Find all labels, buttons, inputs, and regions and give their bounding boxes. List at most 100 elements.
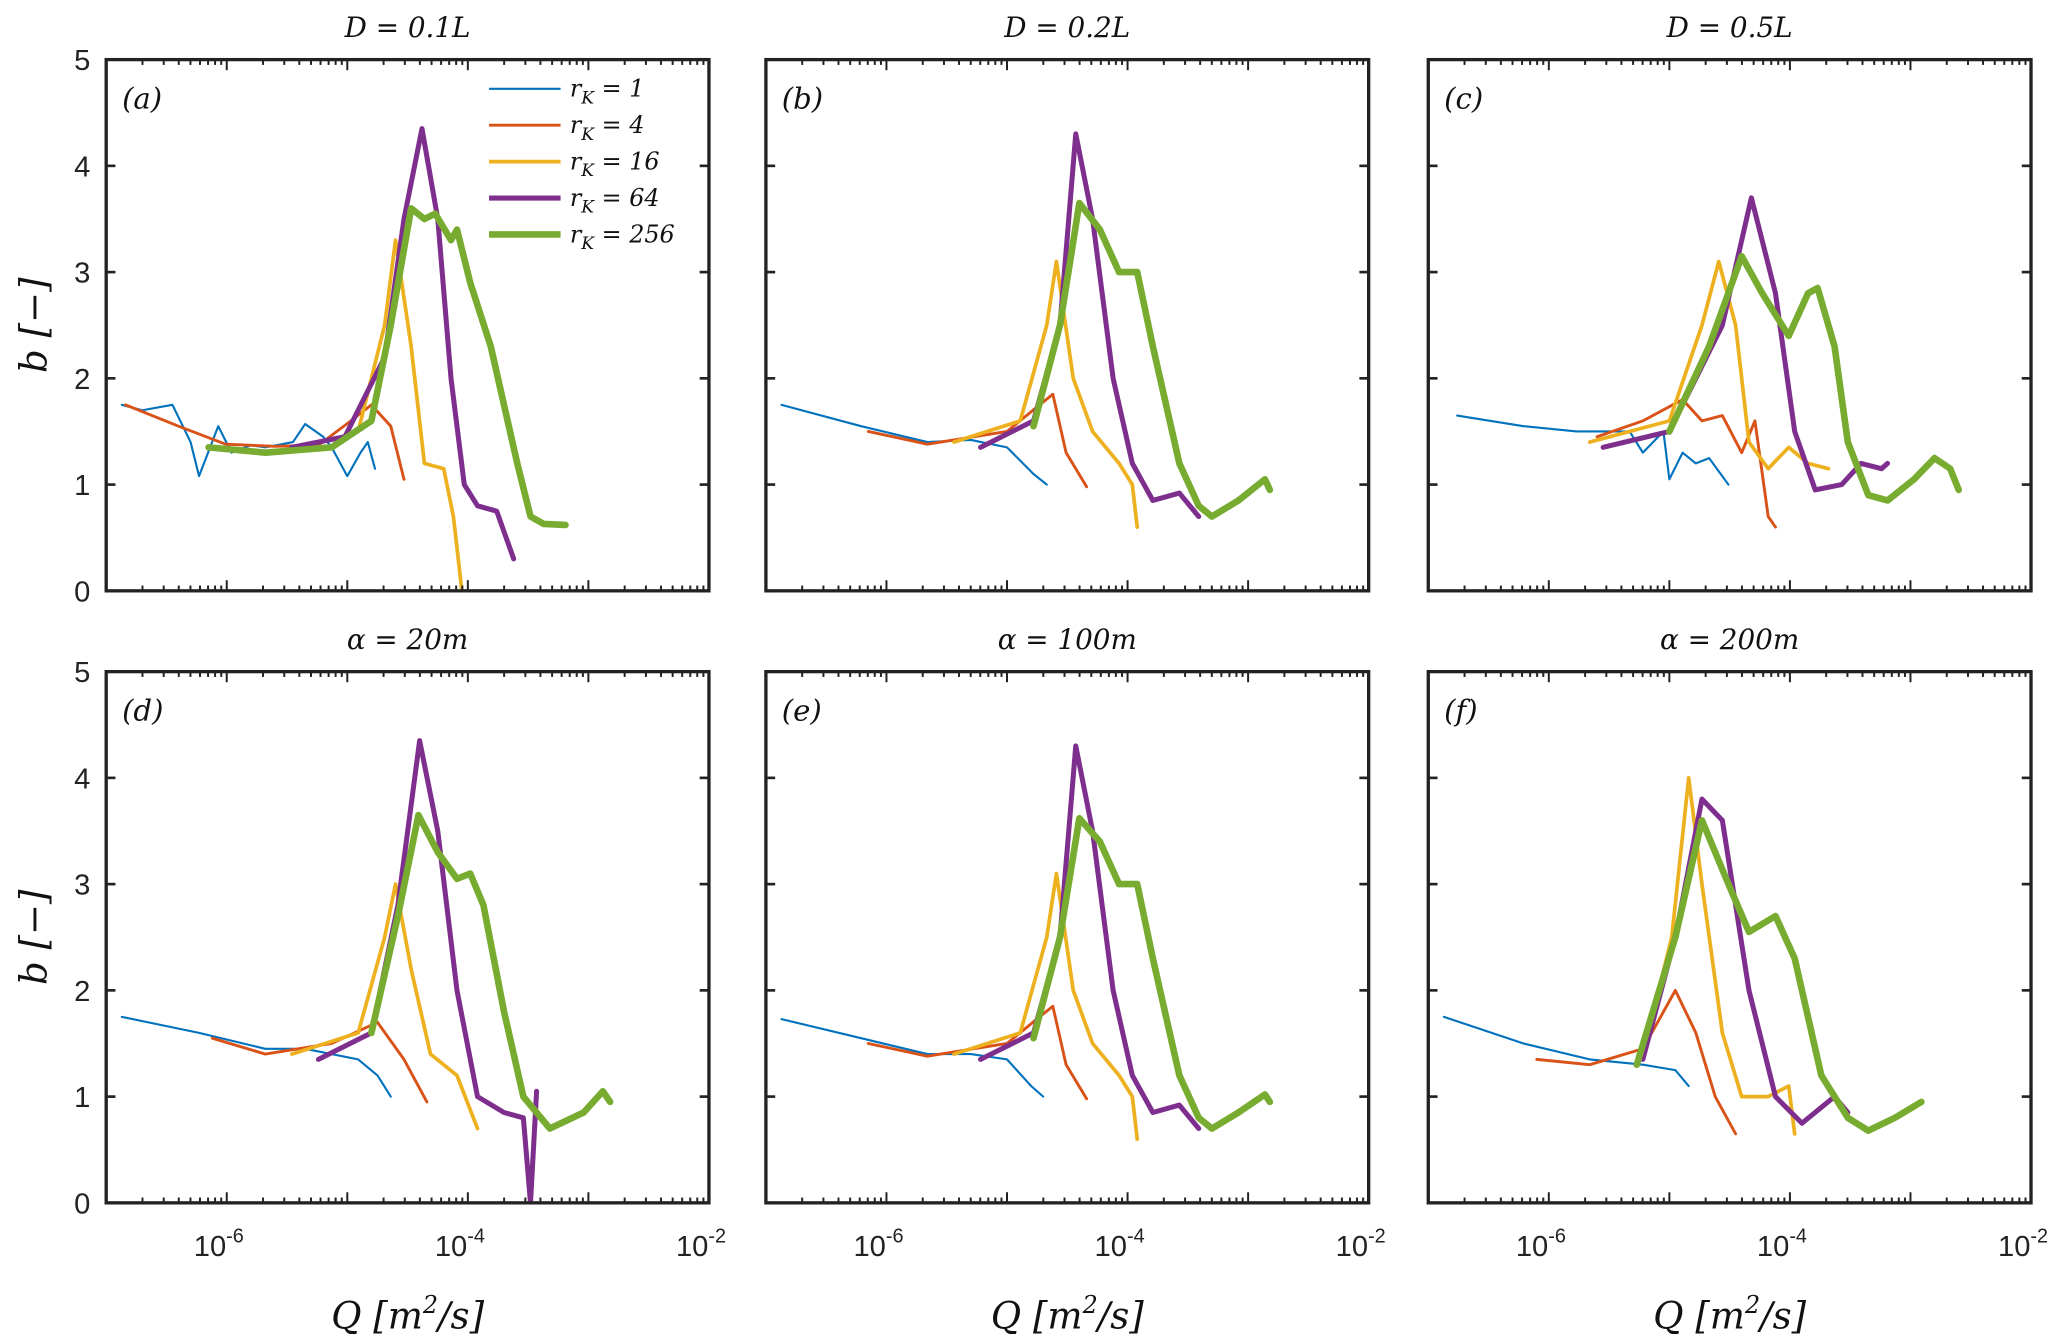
legend-symbol: r bbox=[570, 184, 583, 212]
panel-label: (a) bbox=[122, 82, 162, 116]
y-axis-label: b [−] bbox=[13, 277, 56, 373]
legend-symbol: r bbox=[570, 75, 583, 103]
panel-title: α = 200m bbox=[1660, 623, 1799, 656]
x-tick-exponent: -4 bbox=[467, 1226, 485, 1248]
x-tick-exponent: -2 bbox=[2030, 1226, 2048, 1248]
legend-value: = 16 bbox=[594, 148, 659, 176]
axes-box bbox=[104, 57, 711, 593]
series-line-rk-16 bbox=[1641, 776, 1797, 1136]
x-label-sup: 2 bbox=[1082, 1291, 1098, 1319]
legend-subscript: K bbox=[580, 198, 595, 218]
panel-b: D = 0.2L (b) bbox=[764, 11, 1371, 593]
series-line-rk-4 bbox=[210, 1020, 429, 1104]
legend-subscript: K bbox=[580, 234, 595, 254]
panel-title: α = 20m bbox=[347, 623, 468, 656]
series-line-rk-256 bbox=[205, 205, 569, 529]
panel-title: D = 0.5L bbox=[1666, 11, 1793, 44]
series-line-rk-4 bbox=[1535, 988, 1738, 1136]
x-tick-label: 10-4 bbox=[1757, 1226, 1807, 1263]
x-tick-base: 10 bbox=[194, 1231, 226, 1263]
series-line-rk-256 bbox=[1030, 199, 1274, 520]
legend-subscript: K bbox=[580, 88, 595, 108]
x-axis-label: Q [m2/s] bbox=[1653, 1291, 1807, 1334]
x-tick-exponent: -6 bbox=[226, 1226, 244, 1248]
series-line-rk-64 bbox=[977, 131, 1202, 520]
panel-e: 10-6 10-4 10-2Q [m2/s]α = 100m(e) bbox=[764, 623, 1386, 1334]
x-tick-base: 10 bbox=[676, 1231, 708, 1263]
y-tick-label: 5 bbox=[74, 45, 90, 77]
panel-f: 10-6 10-4 10-2Q [m2/s]α = 200m(f) bbox=[1426, 623, 2048, 1334]
x-label-unit: [m bbox=[1033, 1295, 1083, 1334]
x-tick-exponent: -2 bbox=[1368, 1226, 1386, 1248]
x-tick-exponent: -6 bbox=[1548, 1226, 1566, 1248]
x-axis-label: Q [m2/s] bbox=[991, 1291, 1145, 1334]
x-tick-label: 10-2 bbox=[1336, 1226, 1386, 1263]
legend-symbol: r bbox=[570, 111, 583, 139]
series-line-rk-256 bbox=[1030, 814, 1274, 1132]
y-tick-label: 3 bbox=[74, 258, 90, 290]
x-label-unit: [m bbox=[373, 1295, 423, 1334]
series-line-rk-64 bbox=[977, 743, 1202, 1132]
y-tick-label: 3 bbox=[74, 870, 90, 902]
panel-label: (c) bbox=[1444, 82, 1483, 116]
legend-symbol: r bbox=[570, 148, 583, 176]
y-tick-label: 0 bbox=[74, 576, 90, 608]
x-label-unit-end: /s] bbox=[435, 1295, 485, 1334]
series-line-rk-16 bbox=[356, 238, 464, 591]
legend-label: rK = 16 bbox=[570, 148, 660, 182]
series-line-rk-4 bbox=[1595, 398, 1777, 529]
series-line-rk-1 bbox=[1442, 1015, 1690, 1088]
x-tick-exponent: -4 bbox=[1127, 1226, 1145, 1248]
x-tick-label: 10-4 bbox=[435, 1226, 485, 1263]
series-line-rk-16 bbox=[952, 871, 1140, 1141]
x-label-unit-end: /s] bbox=[1757, 1295, 1807, 1334]
x-label-unit-end: /s] bbox=[1095, 1295, 1145, 1334]
legend-label: rK = 4 bbox=[570, 111, 645, 145]
legend-label: rK = 1 bbox=[570, 75, 645, 109]
x-tick-base: 10 bbox=[435, 1231, 467, 1263]
legend-value: = 1 bbox=[594, 75, 644, 103]
axes-box bbox=[764, 669, 1371, 1205]
series-line-rk-1 bbox=[120, 1015, 392, 1098]
panel-title: D = 0.2L bbox=[1003, 11, 1130, 44]
series-line-rk-256 bbox=[1666, 252, 1963, 504]
legend-label: rK = 64 bbox=[570, 184, 660, 218]
y-tick-label: 5 bbox=[74, 657, 90, 689]
legend-subscript: K bbox=[580, 125, 595, 145]
x-label-sup: 2 bbox=[422, 1291, 438, 1319]
panel-label: (b) bbox=[782, 82, 823, 116]
x-label-sup: 2 bbox=[1744, 1291, 1760, 1319]
x-label-q: Q bbox=[331, 1295, 373, 1334]
axes-box bbox=[104, 669, 711, 1205]
x-label-q: Q bbox=[991, 1295, 1033, 1334]
axes-box bbox=[1426, 669, 2033, 1205]
x-tick-label: 10-2 bbox=[676, 1226, 726, 1263]
series-line-rk-1 bbox=[1456, 414, 1730, 486]
y-tick-label: 2 bbox=[74, 364, 90, 396]
legend-value: = 256 bbox=[594, 220, 675, 248]
y-tick-label: 1 bbox=[74, 470, 90, 502]
series-line-rk-64 bbox=[1640, 796, 1851, 1126]
x-tick-base: 10 bbox=[1095, 1231, 1127, 1263]
legend-label: rK = 256 bbox=[570, 220, 675, 254]
x-label-q: Q bbox=[1653, 1295, 1695, 1334]
x-tick-label: 10-6 bbox=[1516, 1226, 1566, 1263]
panel-title: D = 0.1L bbox=[344, 11, 471, 44]
series-line-rk-16 bbox=[952, 259, 1140, 529]
y-axis-label: b [−] bbox=[13, 889, 56, 985]
x-tick-label: 10-6 bbox=[853, 1226, 903, 1263]
panel-label: (e) bbox=[782, 694, 822, 728]
x-axis-label: Q [m2/s] bbox=[331, 1291, 485, 1334]
series-line-rk-64 bbox=[289, 126, 517, 562]
x-tick-label: 10-6 bbox=[194, 1226, 244, 1263]
legend-subscript: K bbox=[580, 161, 595, 181]
x-tick-label: 10-2 bbox=[1998, 1226, 2048, 1263]
series-line-rk-16 bbox=[1587, 259, 1831, 471]
y-tick-label: 0 bbox=[74, 1188, 90, 1220]
y-tick-label: 2 bbox=[74, 976, 90, 1008]
series-line-rk-1 bbox=[780, 1018, 1045, 1098]
series-line-rk-256 bbox=[1633, 817, 1925, 1134]
